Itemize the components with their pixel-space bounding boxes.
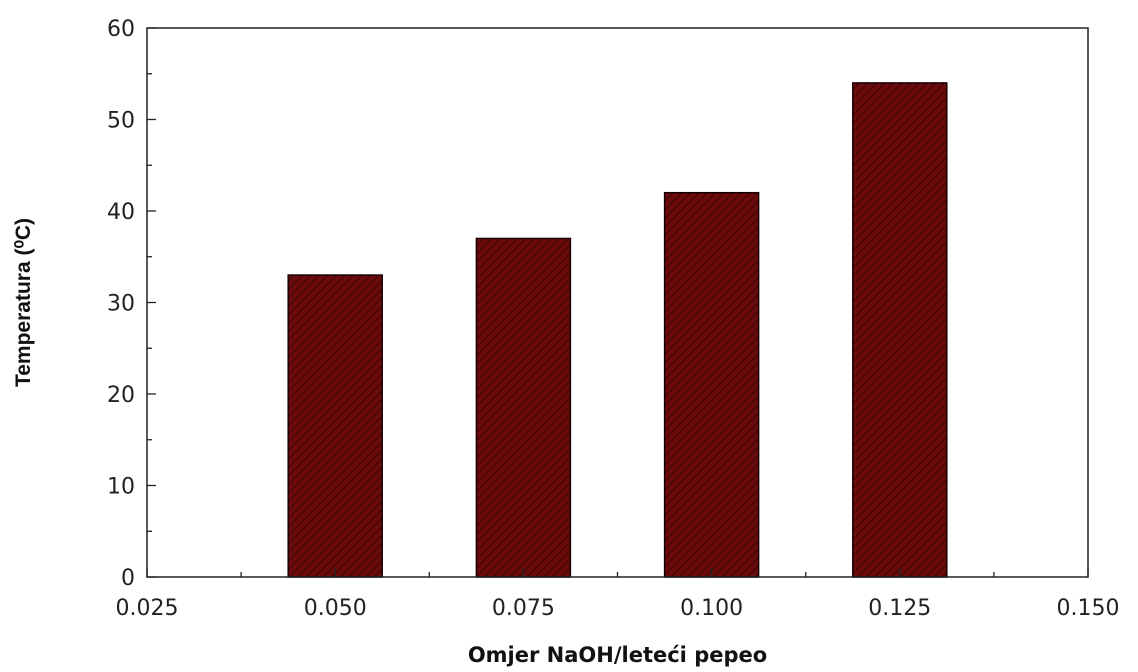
y-tick-label: 10 [107, 475, 135, 500]
x-tick-label: 0.125 [868, 596, 931, 621]
x-tick-label: 0.050 [304, 596, 367, 621]
x-axis-title: Omjer NaOH/leteći pepeo [468, 643, 767, 667]
bar-0 [287, 274, 383, 578]
x-tick-label: 0.025 [116, 596, 179, 621]
x-tick-label: 0.150 [1057, 596, 1120, 621]
y-tick-label: 40 [107, 200, 135, 225]
x-tick-label: 0.075 [492, 596, 555, 621]
y-axis-title: Temperatura (⁰C) [12, 218, 35, 387]
bar-3 [852, 82, 948, 578]
bars-layer [287, 82, 948, 578]
tick-labels-layer: 0 10 20 30 40 50 60 0.025 0.050 0.075 0.100 0.125 0.… [107, 17, 1119, 621]
y-tick-label: 0 [121, 566, 135, 591]
x-tick-label: 0.100 [680, 596, 743, 621]
y-tick-label: 20 [107, 383, 135, 408]
bar-1 [475, 237, 572, 578]
plot-area-frame [146, 27, 1089, 578]
y-tick-label: 30 [107, 292, 135, 317]
y-tick-label: 60 [107, 17, 135, 42]
y-tick-label: 50 [107, 109, 135, 134]
bar-2 [663, 191, 760, 578]
